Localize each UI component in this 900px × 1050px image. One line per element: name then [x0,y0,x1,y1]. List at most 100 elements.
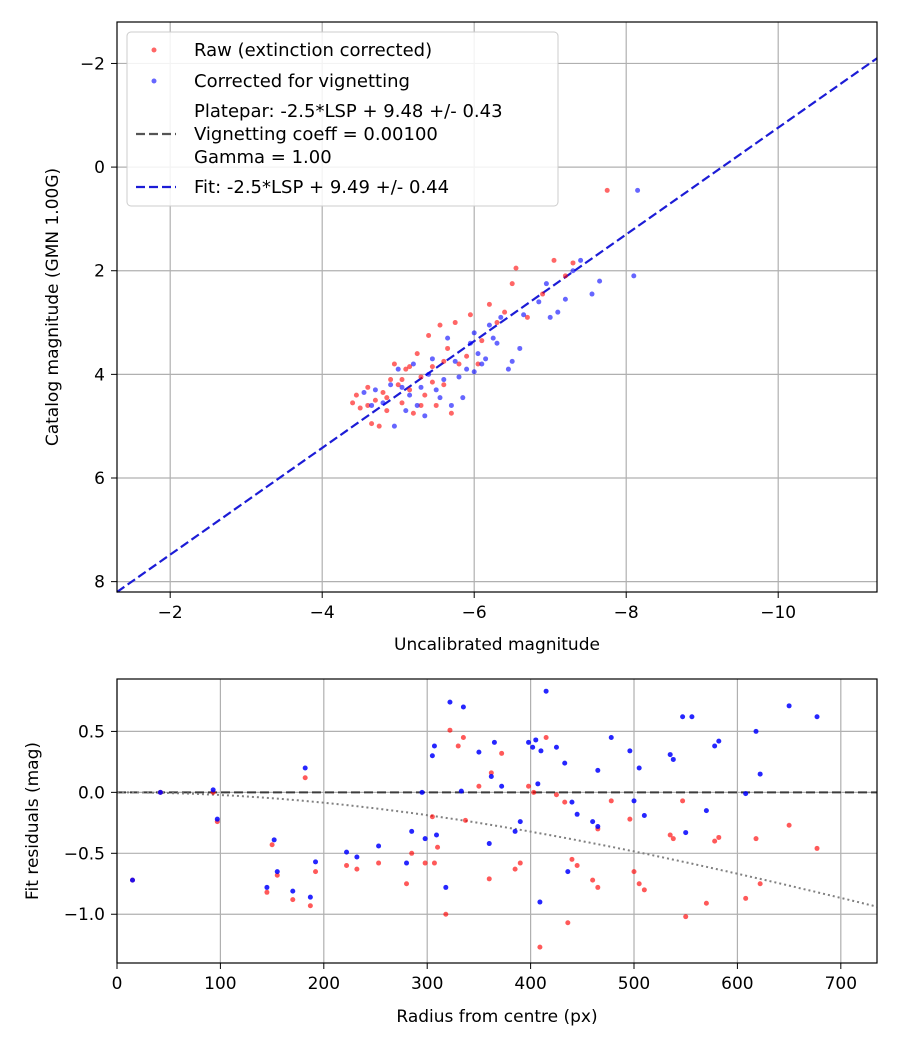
raw-residual-point [683,914,689,920]
raw-residual-point [608,798,614,804]
raw-residual-point [574,862,580,868]
corrected-residual-point [574,811,580,817]
raw-point [426,333,432,338]
raw-residual-point [313,869,319,875]
corrected-residual-point [157,789,163,795]
corrected-residual-point [786,703,792,709]
raw-residual-points [130,727,820,950]
corrected-residual-point [486,841,492,847]
corrected-residual-point [274,869,280,875]
legend-vignetting-label: Vignetting coeff = 0.00100 [194,124,438,145]
corrected-point [490,335,496,341]
raw-residual-point [753,836,759,842]
raw-point [456,361,462,367]
raw-residual-point [641,887,647,893]
raw-residual-point [488,770,494,776]
corrected-point [635,187,641,193]
raw-residual-point [595,884,601,890]
corrected-point [471,330,477,336]
corrected-residual-point [757,771,763,777]
raw-residual-point [431,860,437,866]
corrected-residual-point [214,816,220,822]
raw-residual-point [814,845,820,851]
corrected-residual-point [313,859,319,865]
corrected-residual-point [404,860,410,866]
corrected-point [483,356,489,362]
corrected-point [448,402,454,408]
raw-point [513,265,519,271]
corrected-residual-point [595,767,601,773]
corrected-residual-point [667,752,673,758]
legend-corrected-label: Corrected for vignetting [194,71,410,92]
raw-residual-point [537,944,543,950]
raw-point [551,257,557,263]
raw-point [540,291,546,297]
corrected-point [555,309,561,315]
calibration-x-axis-label: Uncalibrated magnitude [394,635,600,655]
raw-residual-point [712,838,718,844]
corrected-point [536,299,542,305]
corrected-residual-point [703,808,709,814]
raw-point [441,382,447,388]
corrected-residual-point [553,744,559,750]
corrected-residual-point [422,836,428,842]
corrected-residual-point [130,877,136,883]
raw-residual-point [344,862,350,868]
raw-point [486,301,492,307]
residuals-x-axis-label: Radius from centre (px) [396,1007,597,1027]
raw-residual-point [757,881,763,887]
calibration-plot: −2 −4 −6 −8 −10 −2 0 2 4 6 8 Uncalibrated magnitu… [43,21,878,655]
calibration-plot-frame [116,21,878,593]
corrected-residual-point [526,739,532,745]
residuals-grid [116,679,877,963]
raw-point [414,351,420,357]
residuals-y-tick-label: 0.0 [78,783,105,803]
corrected-point [570,268,576,274]
raw-residual-point [512,866,518,872]
corrected-residual-point [590,819,596,825]
corrected-residual-point [307,894,313,900]
raw-points [350,187,610,429]
residuals-x-tick-label: 600 [721,974,753,994]
corrected-point [437,395,443,401]
corrected-point [403,408,409,414]
raw-point [562,273,568,279]
calibration-y-tick-label: 4 [94,365,105,385]
raw-residual-point [786,822,792,828]
calibration-y-axis-label: Catalog magnitude (GMN 1.00G) [43,168,63,446]
corrected-point [369,402,375,408]
raw-point [395,382,401,388]
raw-point [357,405,363,411]
corrected-point [445,335,451,341]
raw-point [384,408,390,414]
corrected-residual-point [491,739,497,745]
raw-residual-point [569,856,575,862]
corrected-point [388,382,394,388]
corrected-point [471,369,477,375]
corrected-residual-point [443,884,449,890]
corrected-residual-point [434,832,440,838]
corrected-residual-points [130,688,820,905]
corrected-residual-point [499,783,505,789]
raw-point [433,402,439,408]
raw-residual-point [404,881,410,887]
calibration-y-tick-label: 6 [94,469,105,489]
corrected-residual-point [271,837,277,843]
corrected-residual-point [530,744,536,750]
raw-residual-point [290,897,296,903]
calibration-y-tick-label: 8 [94,573,105,593]
fit-line [116,57,878,593]
corrected-residual-point [535,781,541,787]
raw-point [467,312,473,318]
raw-residual-point [409,850,415,856]
legend-raw-label: Raw (extinction corrected) [194,40,432,61]
raw-residual-point [269,842,275,848]
raw-point [372,397,378,403]
corrected-residual-point [743,791,749,797]
raw-residual-point [636,881,642,887]
raw-point [399,400,405,406]
legend-raw-marker [151,47,157,53]
raw-point [418,374,424,380]
raw-point [475,361,481,367]
corrected-residual-point [641,813,647,819]
